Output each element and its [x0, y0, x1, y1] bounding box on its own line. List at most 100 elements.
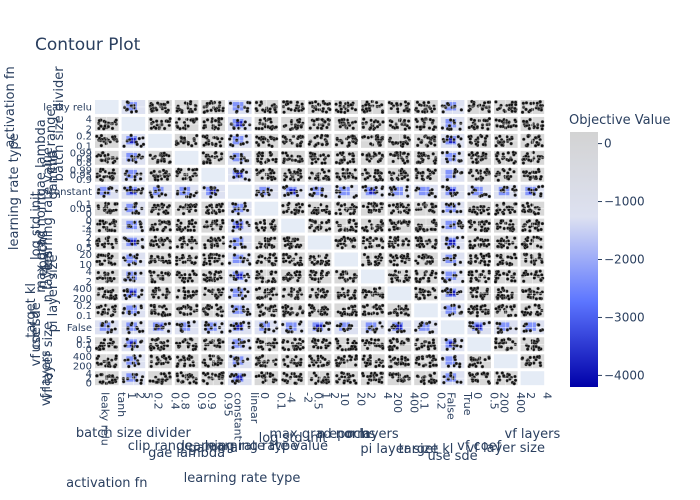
trial-point [176, 104, 180, 108]
subplot-cell-pi-layer-size-vs-learning-rate-type [227, 286, 252, 301]
trial-point [125, 107, 130, 112]
trial-point [282, 312, 286, 317]
trial-point [540, 273, 544, 277]
trial-point [243, 126, 247, 131]
trial-point [208, 101, 212, 105]
trial-point [100, 286, 105, 291]
trial-point [298, 168, 303, 173]
trial-point [526, 235, 530, 240]
trial-point [150, 280, 154, 284]
trial-point [307, 142, 312, 146]
trial-point [186, 142, 191, 146]
subplot-cell-learning-rate-value-vs-gamma [201, 201, 225, 216]
subplot-cell-gamma-vs-gae-lambda [174, 167, 199, 182]
trial-point [379, 258, 383, 262]
trial-point [479, 211, 483, 215]
trial-point [351, 126, 355, 130]
trial-point [281, 210, 286, 215]
trial-point [232, 253, 237, 257]
trial-point [158, 102, 163, 107]
trial-point [431, 171, 436, 175]
trial-point [468, 311, 473, 315]
trial-point [431, 286, 435, 291]
trial-point [183, 272, 187, 277]
trial-point [133, 271, 137, 276]
trial-point [186, 124, 190, 128]
trial-point [312, 211, 316, 215]
trial-point [522, 173, 527, 178]
trial-point [506, 177, 511, 181]
trial-point [268, 150, 272, 155]
subplot-cell-n-epochs-vs-vf-coef [467, 252, 492, 267]
trial-point [529, 260, 534, 264]
trial-point [388, 218, 393, 223]
trial-point [163, 171, 168, 175]
trial-point [191, 168, 195, 172]
trial-point [106, 201, 111, 206]
trial-point [135, 253, 139, 257]
trial-point [167, 321, 172, 326]
trial-point [471, 294, 475, 299]
trial-point [530, 255, 534, 260]
trial-point [512, 252, 517, 257]
subplot-cell-activation-fn-vs-gamma [201, 99, 225, 115]
trial-point [206, 323, 211, 327]
trial-point [281, 151, 285, 155]
subplot-cell-batch-size-divider-vs-learning-rate-type [228, 116, 252, 131]
trial-point [387, 244, 392, 248]
trial-point [286, 192, 291, 197]
trial-point [453, 167, 458, 172]
subplot-cell-pi-layer-size-vs-vf-layer-size [494, 286, 518, 301]
trial-point [254, 221, 258, 226]
subplot-cell-gae-lambda-vs-learning-rate-type [228, 150, 252, 165]
trial-point [115, 156, 119, 161]
trial-point [244, 170, 249, 174]
trial-point [479, 134, 484, 139]
trial-point [247, 321, 251, 325]
trial-point [300, 209, 305, 214]
trial-point [271, 157, 275, 162]
trial-point [192, 138, 197, 143]
trial-point [257, 305, 261, 309]
trial-point [211, 105, 216, 110]
trial-point [453, 104, 457, 109]
trial-point [141, 136, 145, 140]
trial-point [326, 218, 331, 223]
trial-point [123, 258, 127, 262]
trial-point [158, 153, 163, 158]
trial-point [327, 177, 331, 182]
trial-point [110, 254, 114, 258]
trial-point [181, 276, 186, 280]
trial-point [179, 328, 183, 333]
trial-point [472, 220, 477, 225]
trial-point [258, 103, 262, 108]
trial-point [496, 244, 500, 249]
trial-point [123, 293, 127, 298]
trial-point [234, 270, 239, 274]
trial-point [530, 203, 534, 207]
trial-point [139, 172, 143, 176]
trial-point [487, 269, 491, 274]
trial-point [373, 255, 378, 259]
trial-point [168, 228, 172, 232]
trial-point [112, 276, 116, 281]
trial-point [182, 296, 187, 300]
trial-point [206, 330, 211, 334]
trial-point [379, 103, 384, 107]
trial-point [101, 167, 105, 172]
subplot-cell-pi-layer-size-vs-batch-size-divider [121, 286, 146, 301]
trial-point [521, 203, 525, 208]
trial-point [259, 323, 263, 328]
trial-point [140, 288, 144, 293]
trial-point [312, 119, 316, 123]
trial-point [192, 272, 197, 276]
trial-point [204, 141, 208, 145]
trial-point [149, 274, 154, 278]
trial-point [128, 278, 133, 282]
trial-point [371, 311, 376, 315]
subplot-cell-use-sde-vs-clip-range [148, 320, 172, 335]
trial-point [323, 311, 327, 315]
trial-point [152, 305, 157, 309]
trial-point [194, 289, 199, 294]
subplot-cell-target-kl-vs-n-layers [361, 303, 385, 318]
